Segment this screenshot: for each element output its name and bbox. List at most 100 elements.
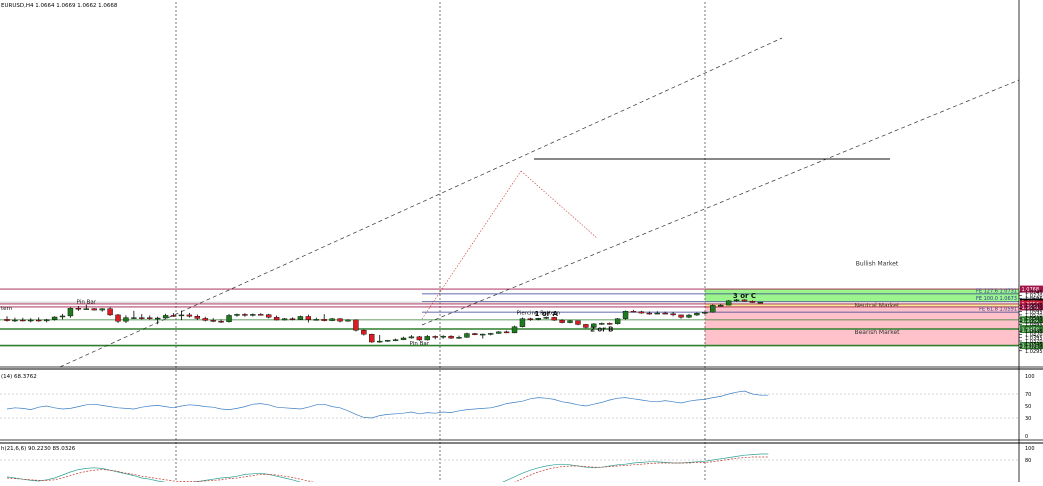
zone-label: Neutral Market xyxy=(855,302,900,309)
candle-body xyxy=(218,320,224,323)
axis-tick-label: 1.0620 xyxy=(1025,306,1043,312)
candle-body xyxy=(345,319,351,322)
candle-body xyxy=(36,319,42,322)
candle-body xyxy=(75,308,82,310)
trend-channel xyxy=(59,37,1020,368)
candle-body xyxy=(741,299,748,302)
candle-body xyxy=(710,305,716,313)
candle-body xyxy=(265,314,272,318)
axis-tick-label: 1.0495 xyxy=(1025,323,1043,329)
axis-tick-label: 1.0295 xyxy=(1025,349,1043,355)
wave-projection-line xyxy=(421,170,522,320)
candle-body xyxy=(575,320,581,325)
candle-body xyxy=(448,335,454,339)
candle-body xyxy=(281,318,288,321)
candle-body xyxy=(440,335,446,338)
stochastic-panel: h(21,6,6) 90.2230 85.0326 100 80 xyxy=(0,446,1035,486)
candle-body xyxy=(115,314,121,322)
level-price-tag xyxy=(1020,285,1043,293)
candle-body xyxy=(718,304,724,307)
candle-body xyxy=(511,326,518,334)
candle-body xyxy=(297,316,304,320)
fibonacci-label: FE 127.6 1.0731 xyxy=(976,288,1017,294)
candle-body xyxy=(20,319,26,322)
candle-body xyxy=(702,311,708,314)
candle-body xyxy=(59,315,66,318)
candlesticks xyxy=(4,298,764,343)
candle-body xyxy=(361,330,367,335)
rsi-tick-label: 50 xyxy=(1025,404,1031,410)
candle-body xyxy=(424,336,430,341)
candle-body xyxy=(99,308,105,311)
candle-body xyxy=(107,308,113,316)
candle-body xyxy=(472,333,478,335)
stochastic-signal-series xyxy=(6,456,769,486)
candle-body xyxy=(369,333,375,343)
candle-body xyxy=(178,314,185,317)
candle-body xyxy=(186,314,193,317)
fibonacci-label: FE 61.8 1.0591 xyxy=(979,307,1017,313)
candle-body xyxy=(591,323,597,328)
candle-body xyxy=(12,319,18,322)
candle-body xyxy=(226,315,232,323)
wave-projection-line xyxy=(520,170,598,239)
candle-body xyxy=(646,312,653,315)
candle-body xyxy=(131,317,137,319)
candle-body xyxy=(162,315,169,319)
candle-body xyxy=(392,339,399,341)
rsi-tick-label: 0 xyxy=(1025,434,1028,440)
zone-label: Bullish Market xyxy=(856,261,899,268)
candle-body xyxy=(614,318,621,324)
pattern-annotation: Pin Bar xyxy=(410,341,430,347)
candle-body xyxy=(91,308,97,311)
axis-tick-label: 1.0645 xyxy=(1025,303,1043,309)
candle-body xyxy=(321,319,327,321)
candle-body xyxy=(210,320,216,322)
candle-body xyxy=(250,314,256,316)
axis-tick-label: 1.0570 xyxy=(1025,313,1043,319)
axis-tick-label: 1.0395 xyxy=(1025,336,1043,342)
candle-body xyxy=(123,317,129,322)
candle-body xyxy=(527,318,534,320)
candle-body xyxy=(495,331,502,334)
stochastic-tick-label: 100 xyxy=(1025,446,1035,452)
candle-body xyxy=(670,313,676,316)
candle-body xyxy=(202,318,208,321)
market-zones: Bullish Market Neutral Market Bearish Mark… xyxy=(705,261,1019,346)
candle-body xyxy=(194,316,201,319)
candle-body xyxy=(480,333,486,336)
pattern-annotation: Pin Bar xyxy=(77,300,97,306)
pattern-annotation: 2 or B xyxy=(590,325,613,333)
channel-line xyxy=(59,37,783,368)
candle-body xyxy=(147,317,153,319)
zone-label: Bearish Market xyxy=(854,329,900,336)
candle-body xyxy=(749,301,756,303)
candle-body xyxy=(234,314,240,316)
candle-body xyxy=(43,319,50,322)
stochastic-main-series xyxy=(6,453,769,486)
candle-body xyxy=(384,340,391,342)
candle-body xyxy=(519,318,526,327)
candle-body xyxy=(329,318,335,321)
rsi-tick-label: 100 xyxy=(1025,374,1035,380)
rsi-panel: (14) 68.3762 100 70 50 30 0 xyxy=(0,366,1043,444)
axis-tick-label: 1.0520 xyxy=(1025,319,1043,325)
fibonacci-label: FE 100.0 1.0673 xyxy=(976,296,1017,302)
level-price-label: 1.0458 xyxy=(1022,328,1040,334)
candle-body xyxy=(686,314,692,318)
candle-body xyxy=(313,319,319,321)
stochastic-tick-label: 80 xyxy=(1025,458,1031,464)
candle-body xyxy=(622,311,629,319)
stochastic-label: h(21,6,6) 90.2230 85.0326 xyxy=(1,446,76,452)
candle-body xyxy=(242,314,248,316)
candle-body xyxy=(599,323,605,325)
candle-body xyxy=(733,299,740,302)
channel-line xyxy=(421,79,1020,326)
candle-body xyxy=(559,319,565,323)
candle-body xyxy=(606,323,613,325)
axis-tick-label: 1.0420 xyxy=(1025,332,1043,338)
period-separators xyxy=(175,2,706,482)
